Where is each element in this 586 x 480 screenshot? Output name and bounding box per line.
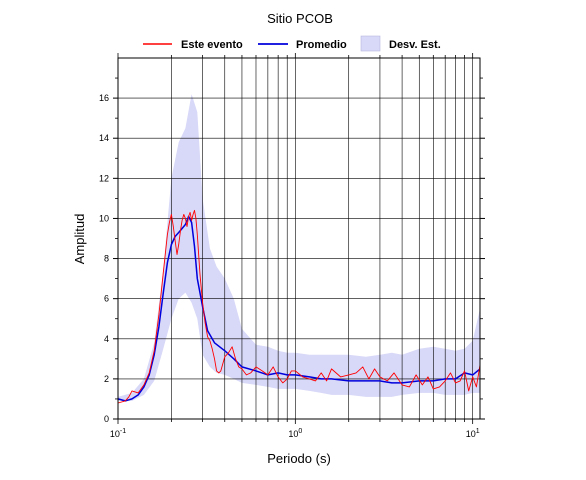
y-tick-label: 12 [99, 173, 109, 183]
std-dev-band-layer [118, 94, 480, 401]
y-axis-label: Amplitud [72, 214, 87, 265]
y-tick-label: 4 [104, 334, 109, 344]
legend-label-promedio: Promedio [296, 39, 347, 51]
x-tick-label: 10-1 [110, 428, 126, 439]
y-tick-label: 0 [104, 414, 109, 424]
y-tick-label: 14 [99, 133, 109, 143]
series-line-promedio [117, 215, 481, 402]
series-layer [117, 209, 481, 404]
axis-ticks-layer: 0 2 4 6 8 10 12 14 16 10-1 100 101 [99, 53, 485, 439]
y-tick-label: 16 [99, 93, 109, 103]
x-tick-label: 101 [466, 428, 480, 439]
x-tick-label: 100 [288, 428, 302, 439]
y-tick-label: 8 [104, 254, 109, 264]
std-dev-band [118, 94, 480, 401]
y-tick-label: 6 [104, 294, 109, 304]
legend: Este evento Promedio Desv. Est. [143, 35, 441, 52]
y-tick-label: 2 [104, 374, 109, 384]
legend-swatch-desv-est [360, 35, 381, 52]
legend-label-desv-est: Desv. Est. [389, 39, 441, 51]
legend-label-este-evento: Este evento [181, 39, 243, 51]
chart-title: Sitio PCOB [267, 11, 333, 26]
x-axis-label: Periodo (s) [267, 451, 331, 466]
series-line-este-evento [117, 209, 481, 404]
y-tick-label: 10 [99, 213, 109, 223]
